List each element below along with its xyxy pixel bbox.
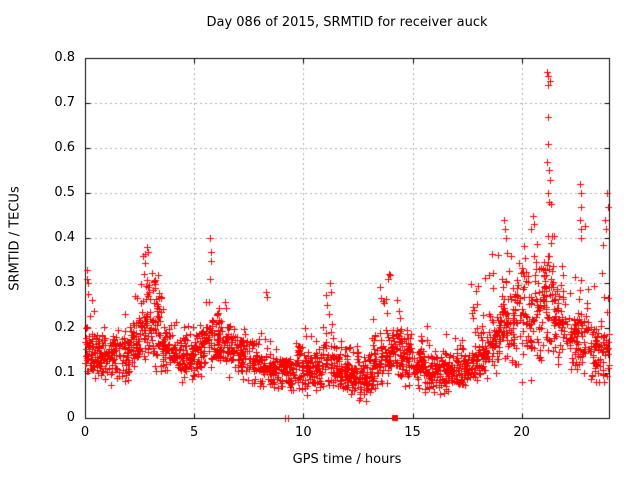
y-tick-label: 0.6 [54,140,75,155]
y-tick-label: 0.8 [54,50,75,65]
x-tick-label: 20 [513,425,530,440]
x-tick-label: 5 [190,425,199,440]
y-tick-label: 0.2 [54,320,75,335]
y-tick-label: 0.4 [54,230,75,245]
y-tick-label: 0.5 [54,185,75,200]
y-axis-label: SRMTID / TECUs [7,185,23,291]
x-axis-label: GPS time / hours [292,452,402,467]
x-tick-label: 0 [80,425,90,440]
y-tick-label: 0.1 [54,365,75,380]
y-tick-label: 0 [66,410,75,425]
y-tick-label: 0.3 [54,275,75,290]
x-tick-label: 15 [404,425,421,440]
y-tick-label: 0.7 [54,95,75,110]
x-tick-label: 10 [295,425,312,440]
chart-title: Day 086 of 2015, SRMTID for receiver auc… [206,15,488,30]
